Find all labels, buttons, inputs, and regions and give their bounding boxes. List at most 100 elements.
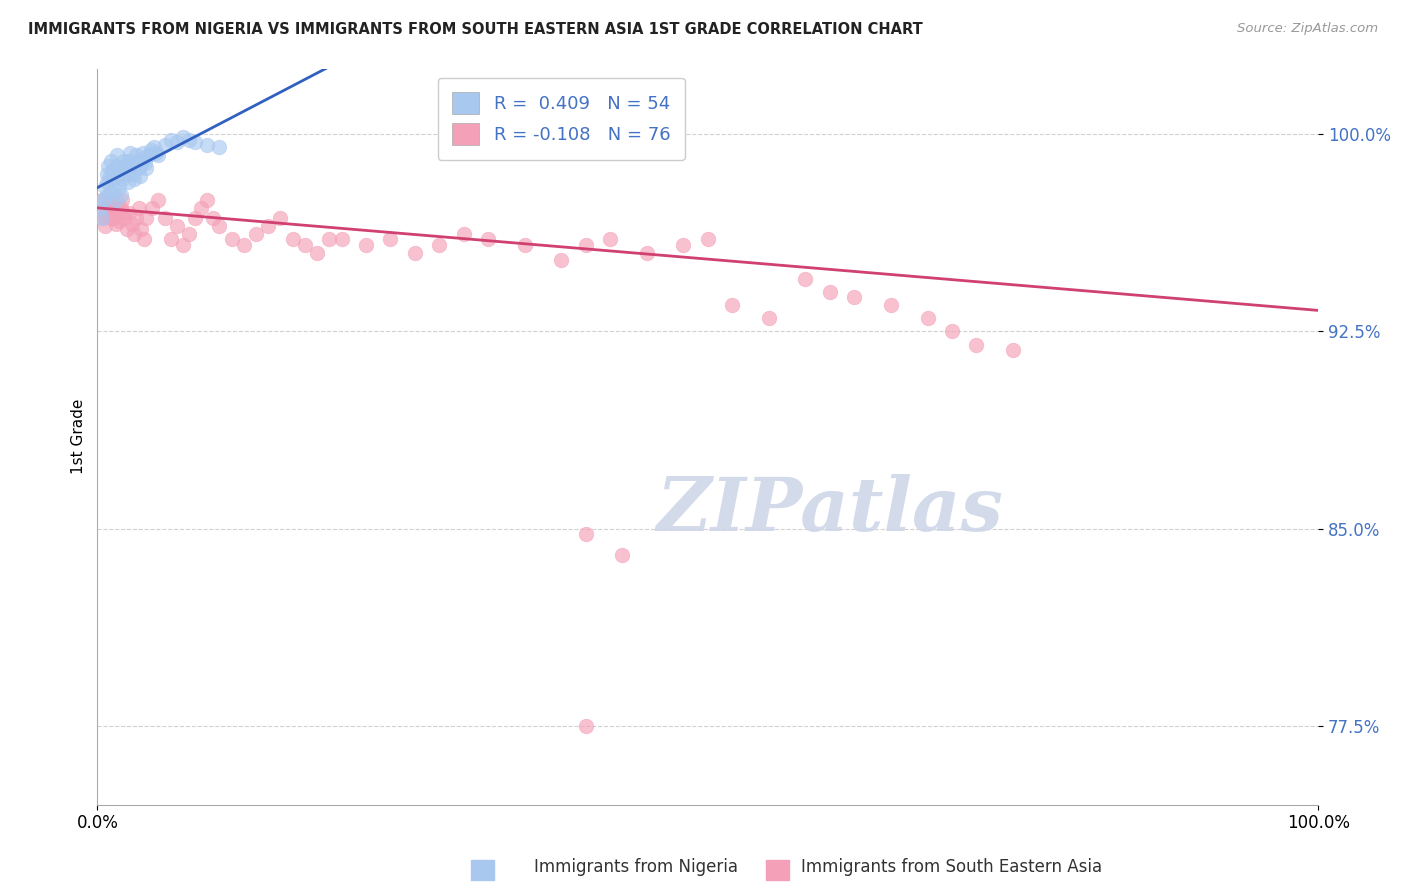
Point [121,217,143,231]
Point [93,193,115,207]
Point [108,214,131,228]
Point [599,232,621,246]
Point [125,211,148,226]
Point [330,232,353,246]
Point [380,232,402,246]
Point [117,175,139,189]
Point [148,148,170,162]
Point [104,217,127,231]
Point [758,311,780,326]
Point [118,153,141,168]
Point [184,211,207,226]
Point [575,237,598,252]
Point [453,227,475,242]
Point [139,143,162,157]
Point [129,169,152,184]
Point [128,201,150,215]
Point [575,527,598,541]
Point [636,245,658,260]
Point [721,298,744,312]
Point [103,201,125,215]
Point [103,182,125,196]
Point [513,237,536,252]
Legend: R =  0.409   N = 54, R = -0.108   N = 76: R = 0.409 N = 54, R = -0.108 N = 76 [437,78,685,160]
Point [112,211,135,226]
Point [141,201,163,215]
Point [208,219,231,234]
Point [794,272,817,286]
Point [107,206,129,220]
Point [97,195,120,210]
Point [108,179,131,194]
Point [98,203,121,218]
Point [354,237,377,252]
Point [112,153,135,168]
Point [125,148,148,162]
Point [145,145,167,160]
Point [142,140,165,154]
Point [148,193,170,207]
Point [111,172,134,186]
Point [98,169,121,184]
Point [941,325,963,339]
Point [105,148,128,162]
Point [427,237,450,252]
Text: Immigrants from Nigeria: Immigrants from Nigeria [534,858,738,876]
Point [307,245,329,260]
Text: Source: ZipAtlas.com: Source: ZipAtlas.com [1237,22,1378,36]
Point [118,206,141,220]
Point [93,179,115,194]
Point [101,193,124,207]
Y-axis label: 1st Grade: 1st Grade [72,399,86,475]
Point [131,145,153,160]
Point [90,206,112,220]
Point [114,159,136,173]
Point [110,187,132,202]
Point [550,253,572,268]
Point [107,167,129,181]
Point [477,232,499,246]
Point [195,193,218,207]
Point [90,201,112,215]
Point [153,211,176,226]
Point [134,156,156,170]
Point [132,232,155,246]
Point [94,190,117,204]
Point [104,159,127,173]
Point [190,201,212,215]
Point [120,145,142,160]
Point [128,161,150,176]
Point [917,311,939,326]
Point [93,219,115,234]
Point [245,227,267,242]
Point [159,132,181,146]
Point [404,245,426,260]
Point [184,135,207,149]
Point [153,137,176,152]
Point [96,209,118,223]
Point [166,219,188,234]
Point [98,185,121,199]
Point [103,211,125,226]
Point [612,548,634,562]
Point [103,172,125,186]
Point [257,219,280,234]
Text: IMMIGRANTS FROM NIGERIA VS IMMIGRANTS FROM SOUTH EASTERN ASIA 1ST GRADE CORRELAT: IMMIGRANTS FROM NIGERIA VS IMMIGRANTS FR… [28,22,922,37]
Point [124,159,146,173]
Point [575,719,598,733]
Point [100,211,122,226]
Point [115,222,138,236]
Point [281,232,304,246]
Point [1002,343,1025,357]
Point [135,161,157,176]
Point [121,167,143,181]
Text: Immigrants from South Eastern Asia: Immigrants from South Eastern Asia [801,858,1102,876]
Point [111,193,134,207]
Point [844,290,866,304]
Point [880,298,903,312]
Point [111,161,134,176]
Point [208,140,231,154]
Point [91,193,114,207]
Point [818,285,841,299]
Point [131,222,153,236]
